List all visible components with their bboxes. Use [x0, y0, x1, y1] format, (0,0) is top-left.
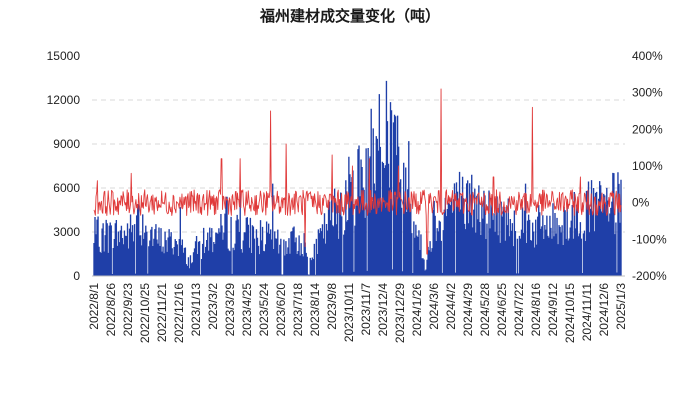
right-tick-label: 200% [632, 122, 663, 136]
x-tick-label: 2023/5/24 [257, 283, 271, 337]
x-tick-label: 2024/6/25 [495, 283, 509, 337]
left-tick-label: 15000 [47, 49, 81, 63]
x-tick-label: 2024/10/15 [563, 283, 577, 343]
left-tick-label: 0 [73, 269, 80, 283]
right-tick-label: 0% [632, 196, 650, 210]
x-tick-label: 2025/1/3 [614, 283, 628, 330]
right-tick-label: 300% [632, 86, 663, 100]
x-tick-label: 2023/3/2 [206, 283, 220, 330]
x-tick-label: 2022/8/26 [104, 283, 118, 337]
x-tick-label: 2024/12/6 [597, 283, 611, 337]
x-tick-label: 2022/10/25 [138, 283, 152, 343]
left-tick-label: 6000 [53, 181, 80, 195]
x-tick-label: 2022/11/21 [155, 283, 169, 342]
right-tick-label: -200% [632, 269, 667, 283]
left-tick-label: 12000 [47, 93, 81, 107]
right-tick-label: 100% [632, 159, 663, 173]
x-tick-label: 2024/4/29 [461, 283, 475, 337]
x-tick-label: 2023/12/29 [393, 283, 407, 343]
x-tick-label: 2023/11/7 [359, 283, 373, 336]
x-tick-label: 2024/4/2 [444, 283, 458, 330]
left-tick-label: 3000 [53, 225, 80, 239]
right-axis-ticks: -200% -100% 0% 100% 200% 300% 400% [632, 49, 667, 283]
x-axis-ticks: 2022/8/1 2022/8/26 2022/9/23 2022/10/25 2022… [87, 283, 628, 343]
x-tick-label: 2023/3/29 [223, 283, 237, 337]
x-tick-label: 2022/8/1 [87, 283, 101, 330]
x-tick-label: 2022/9/23 [121, 283, 135, 337]
x-tick-label: 2023/12/4 [376, 283, 390, 337]
x-tick-label: 2023/4/25 [240, 283, 254, 337]
x-tick-label: 2024/7/22 [512, 283, 526, 337]
x-tick-label: 2024/9/12 [546, 283, 560, 337]
bar-series [93, 80, 622, 277]
x-tick-label: 2024/5/28 [478, 283, 492, 337]
x-tick-label: 2023/8/14 [308, 283, 322, 337]
x-tick-label: 2024/1/26 [410, 283, 424, 337]
x-tick-label: 2023/10/11 [342, 283, 356, 342]
right-tick-label: 400% [632, 49, 663, 63]
left-tick-label: 9000 [53, 137, 80, 151]
left-axis-ticks: 0 3000 6000 9000 12000 15000 [47, 49, 81, 283]
x-tick-label: 2024/8/16 [529, 283, 543, 337]
chart-title: 福州建材成交量变化（吨） [259, 7, 440, 25]
x-tick-label: 2023/9/8 [325, 283, 339, 330]
x-tick-label: 2022/12/16 [172, 283, 186, 343]
x-tick-label: 2023/6/20 [274, 283, 288, 337]
x-tick-label: 2023/1/13 [189, 283, 203, 337]
right-tick-label: -100% [632, 232, 667, 246]
change-line [93, 88, 622, 255]
x-tick-label: 2024/11/11 [580, 283, 594, 342]
line-series [93, 88, 622, 255]
volume-bars [93, 80, 622, 277]
x-tick-label: 2023/7/18 [291, 283, 305, 337]
x-tick-label: 2024/3/6 [427, 283, 441, 330]
